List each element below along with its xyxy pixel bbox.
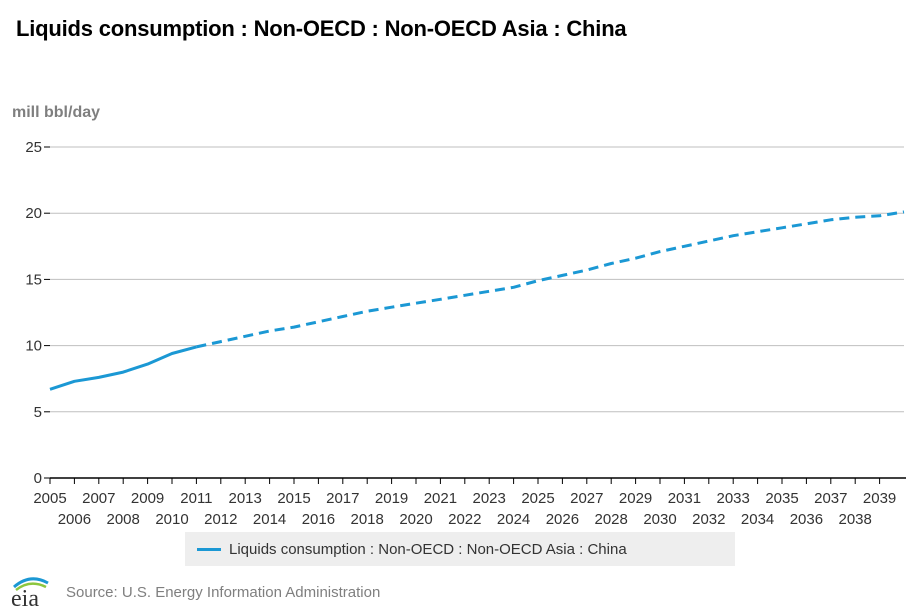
x-tick-label: 2029: [619, 490, 652, 507]
x-tick-label: 2009: [131, 490, 164, 507]
series-line-historical: [49, 345, 197, 391]
x-tick-label: 2036: [790, 511, 823, 528]
footer: eia Source: U.S. Energy Information Admi…: [8, 574, 380, 610]
y-tick-label: 25: [25, 139, 42, 156]
x-tick-label: 2021: [424, 490, 457, 507]
y-axis-unit-label: mill bbl/day: [12, 104, 101, 121]
x-tick-label: 2022: [448, 511, 481, 528]
x-tick-label: 2017: [326, 490, 359, 507]
x-tick-label: 2007: [82, 490, 115, 507]
y-axis-ticks: 0 5 10 15 20 25: [25, 139, 50, 487]
x-tick-label: 2014: [253, 511, 286, 528]
x-tick-label: 2033: [717, 490, 750, 507]
x-tick-label: 2032: [692, 511, 725, 528]
x-tick-label: 2005: [33, 490, 66, 507]
x-tick-label: 2035: [765, 490, 798, 507]
series-line-projection: [196, 210, 905, 349]
x-tick-label: 2038: [839, 511, 872, 528]
legend-label: Liquids consumption : Non-OECD : Non-OEC…: [229, 540, 627, 558]
x-tick-label: 2027: [570, 490, 603, 507]
x-tick-label: 2012: [204, 511, 237, 528]
x-tick-label: 2016: [302, 511, 335, 528]
x-tick-label: 2006: [58, 511, 91, 528]
x-tick-label: 2031: [668, 490, 701, 507]
x-tick-label: 2024: [497, 511, 530, 528]
series-lines: [49, 210, 905, 391]
y-tick-label: 20: [25, 205, 42, 222]
source-text: Source: U.S. Energy Information Administ…: [66, 583, 381, 601]
x-tick-label: 2020: [399, 511, 432, 528]
y-tick-label: 0: [34, 470, 42, 487]
y-tick-label: 15: [25, 271, 42, 288]
x-tick-label: 2028: [595, 511, 628, 528]
x-tick-label: 2008: [107, 511, 140, 528]
x-tick-label: 2037: [814, 490, 847, 507]
gridlines: [50, 146, 904, 413]
x-tick-label: 2026: [546, 511, 579, 528]
legend-swatch: [197, 547, 221, 551]
x-tick-label: 2011: [180, 490, 212, 507]
x-tick-label: 2023: [473, 490, 506, 507]
x-tick-label: 2018: [351, 511, 384, 528]
eia-logo[interactable]: eia: [8, 575, 54, 609]
eia-logo-text: eia: [11, 586, 39, 609]
x-tick-label: 2039: [863, 490, 896, 507]
x-tick-label: 2025: [521, 490, 554, 507]
x-tick-label: 2013: [229, 490, 262, 507]
y-tick-label: 5: [34, 404, 42, 421]
x-tick-label: 2034: [741, 511, 774, 528]
chart-title: Liquids consumption : Non-OECD : Non-OEC…: [16, 16, 627, 41]
x-tick-label: 2019: [375, 490, 408, 507]
y-tick-label: 10: [25, 338, 42, 355]
x-tick-label: 2015: [277, 490, 310, 507]
legend[interactable]: Liquids consumption : Non-OECD : Non-OEC…: [185, 532, 735, 566]
x-axis: 2005 2006 2007 2008 2009 2010 2011 2012 2013 2014…: [33, 477, 906, 528]
x-tick-label: 2010: [155, 511, 188, 528]
x-tick-label: 2030: [643, 511, 676, 528]
